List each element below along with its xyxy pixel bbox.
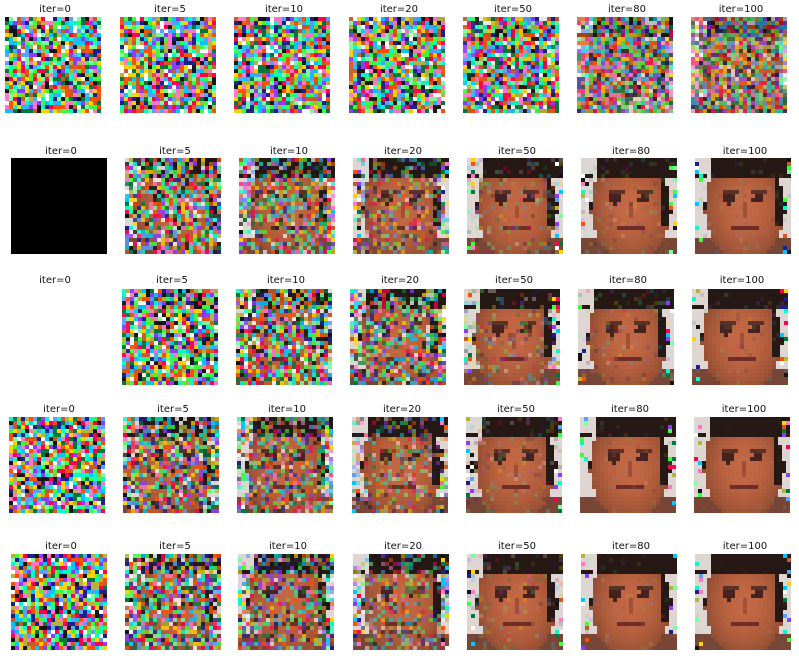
iteration-label: iter=100	[721, 404, 767, 415]
iteration-label: iter=80	[607, 4, 647, 15]
iteration-label: iter=10	[267, 404, 307, 415]
reconstruction-image	[578, 289, 674, 385]
iteration-label: iter=20	[383, 146, 423, 157]
iteration-label: iter=20	[379, 4, 419, 15]
reconstruction-image	[692, 289, 788, 385]
iteration-label: iter=80	[610, 404, 650, 415]
black-image	[11, 158, 107, 254]
reconstruction-image	[349, 17, 445, 113]
iteration-label: iter=10	[266, 275, 306, 286]
iteration-label: iter=80	[611, 146, 651, 157]
reconstruction-image	[694, 417, 790, 513]
reconstruction-image	[353, 158, 449, 254]
iteration-label: iter=5	[159, 146, 191, 157]
reconstruction-image	[9, 417, 105, 513]
iteration-label: iter=0	[39, 4, 71, 15]
iteration-label: iter=5	[154, 4, 186, 15]
reconstruction-image	[120, 17, 216, 113]
reconstruction-image	[581, 554, 677, 650]
iteration-label: iter=5	[156, 275, 188, 286]
reconstruction-image	[581, 158, 677, 254]
iteration-label: iter=50	[493, 4, 533, 15]
iteration-label: iter=100	[722, 146, 768, 157]
iteration-label: iter=10	[264, 4, 304, 15]
iteration-label: iter=100	[719, 275, 765, 286]
reconstruction-image	[467, 158, 563, 254]
iteration-label: iter=0	[45, 146, 77, 157]
reconstruction-image	[239, 158, 335, 254]
reconstruction-image	[11, 554, 107, 650]
iteration-label: iter=5	[157, 404, 189, 415]
reconstruction-image	[577, 17, 673, 113]
reconstruction-image	[691, 17, 787, 113]
iteration-label: iter=0	[43, 404, 75, 415]
iteration-label: iter=20	[380, 275, 420, 286]
reconstruction-image	[464, 289, 560, 385]
reconstruction-image	[123, 417, 219, 513]
reconstruction-image	[695, 158, 791, 254]
reconstruction-image	[238, 554, 334, 650]
reconstruction-image	[5, 17, 101, 113]
reconstruction-image	[580, 417, 676, 513]
reconstruction-image	[125, 158, 221, 254]
reconstruction-image	[122, 289, 218, 385]
iteration-label: iter=0	[39, 275, 71, 286]
reconstruction-image	[237, 417, 333, 513]
reconstruction-image	[350, 289, 446, 385]
iteration-label: iter=100	[722, 541, 768, 552]
iteration-label: iter=20	[383, 541, 423, 552]
iteration-label: iter=10	[268, 541, 308, 552]
reconstruction-image	[353, 554, 449, 650]
iteration-label: iter=10	[269, 146, 309, 157]
iteration-label: iter=5	[159, 541, 191, 552]
iteration-label: iter=80	[611, 541, 651, 552]
reconstruction-image	[352, 417, 448, 513]
iteration-label: iter=80	[608, 275, 648, 286]
iteration-label: iter=0	[45, 541, 77, 552]
iteration-label: iter=50	[497, 146, 537, 157]
iteration-label: iter=50	[497, 541, 537, 552]
reconstruction-image	[466, 417, 562, 513]
reconstruction-image	[234, 17, 330, 113]
empty-image	[5, 289, 101, 385]
reconstruction-image	[236, 289, 332, 385]
iteration-label: iter=50	[494, 275, 534, 286]
reconstruction-image	[695, 554, 791, 650]
iteration-label: iter=20	[382, 404, 422, 415]
reconstruction-image	[467, 554, 563, 650]
iteration-label: iter=50	[496, 404, 536, 415]
reconstruction-image	[463, 17, 559, 113]
iteration-label: iter=100	[718, 4, 764, 15]
reconstruction-image	[125, 554, 221, 650]
